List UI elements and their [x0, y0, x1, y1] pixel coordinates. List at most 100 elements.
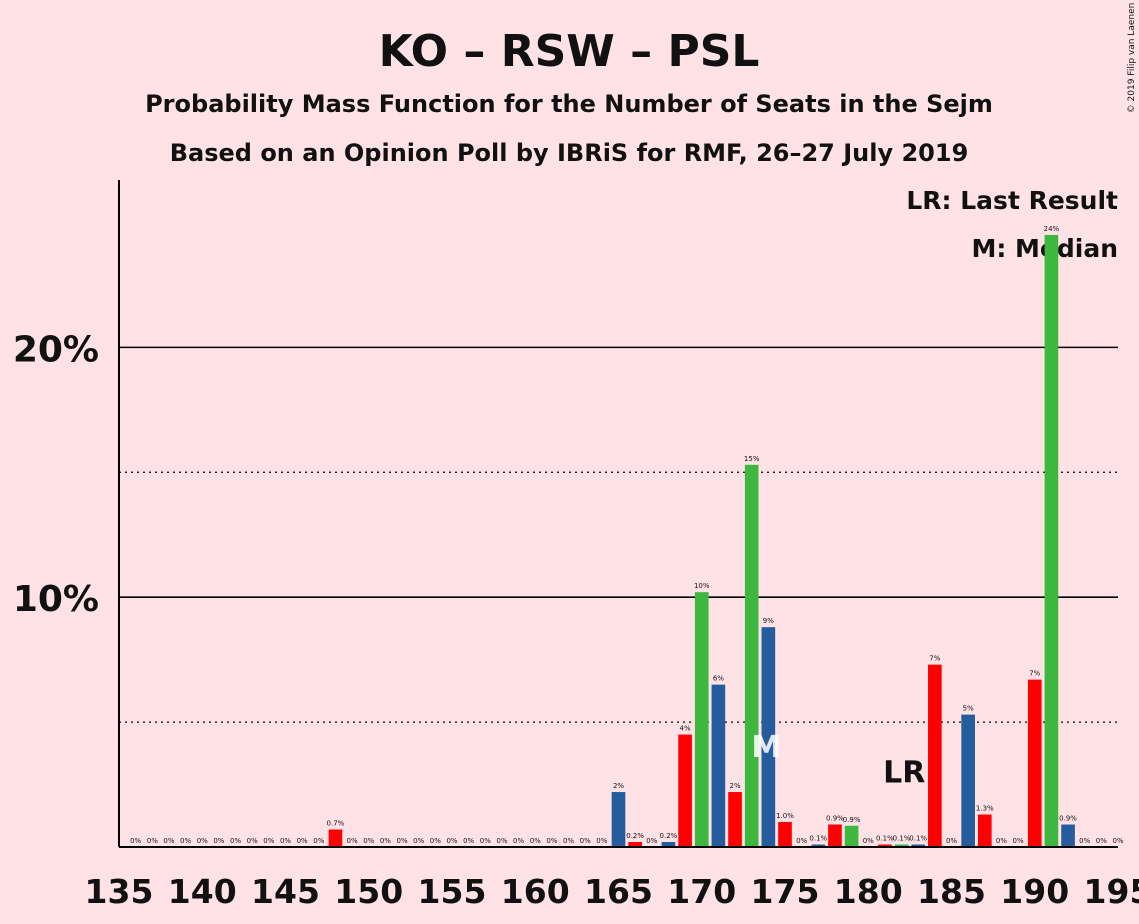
bar: [911, 844, 926, 847]
bar-value-label: 0%: [863, 837, 874, 845]
bar: [661, 842, 676, 847]
bar-value-label: 0.2%: [626, 832, 644, 840]
bar: [711, 684, 726, 847]
bar: [961, 714, 975, 847]
bar-value-label: 0%: [396, 837, 407, 845]
bar-value-label: 0%: [180, 837, 191, 845]
x-tick-label: 140: [168, 872, 237, 911]
bar-value-label: 0.1%: [876, 835, 894, 843]
bars: [328, 234, 1075, 847]
bar-value-label: 0.7%: [327, 820, 345, 828]
bar-value-label: 0%: [563, 837, 574, 845]
bar: [761, 627, 776, 847]
marker-lr: LR: [883, 756, 925, 791]
bar-value-label: 0%: [263, 837, 274, 845]
bar: [1044, 234, 1059, 847]
bar-value-label: 0%: [496, 837, 507, 845]
x-tick-label: 165: [584, 872, 653, 911]
bar-value-label: 10%: [694, 582, 710, 590]
bar-value-label: 0%: [313, 837, 324, 845]
bar: [778, 822, 792, 847]
bar: [878, 844, 892, 847]
bar-value-label: 0%: [213, 837, 224, 845]
x-tick-label: 170: [667, 872, 736, 911]
bar-value-label: 9%: [763, 617, 774, 625]
bar-value-label: 0.1%: [909, 835, 927, 843]
bar-value-label: 0%: [796, 837, 807, 845]
bar-value-label: 0%: [147, 837, 158, 845]
bar: [611, 792, 626, 847]
x-tick-label: 195: [1084, 872, 1139, 911]
bar: [844, 825, 859, 847]
bar-value-label: 0%: [946, 837, 957, 845]
bar: [977, 814, 992, 847]
bar-value-label: 2%: [613, 782, 624, 790]
bar-value-label: 0.2%: [660, 832, 678, 840]
bar-value-label: 0%: [463, 837, 474, 845]
bar-value-label: 0%: [580, 837, 591, 845]
x-tick-label: 180: [834, 872, 903, 911]
bar: [828, 824, 842, 847]
bar: [328, 829, 343, 847]
bar-value-label: 0%: [1079, 837, 1090, 845]
bar-value-label: 0%: [380, 837, 391, 845]
bar-value-label: 5%: [963, 705, 974, 713]
bar-labels: 0% 0% 0% 0% 0% 0% 0% 0% 0% 0% 0% 0% 0.7% 0% 0% 0% 0% 0% 0%…: [130, 225, 1124, 845]
bar-value-label: 0%: [247, 837, 258, 845]
y-tick-label: 10%: [13, 579, 99, 620]
chart-subtitle: Probability Mass Function for the Number…: [145, 90, 993, 118]
bar-value-label: 0%: [546, 837, 557, 845]
x-tick-label: 160: [501, 872, 570, 911]
bar-value-label: 0%: [646, 837, 657, 845]
bar-value-label: 0%: [280, 837, 291, 845]
bar-value-label: 2%: [729, 782, 740, 790]
bar-value-label: 0%: [446, 837, 457, 845]
bar-value-label: 1.0%: [776, 812, 794, 820]
x-tick-label: 135: [85, 872, 154, 911]
bar-value-label: 6%: [713, 675, 724, 683]
bar-value-label: 0%: [530, 837, 541, 845]
bar: [811, 844, 826, 847]
bar-value-label: 7%: [1029, 670, 1040, 678]
bar-value-label: 0%: [430, 837, 441, 845]
x-tick-label: 185: [917, 872, 986, 911]
marker-m: M: [751, 730, 781, 765]
x-tick-label: 175: [751, 872, 820, 911]
x-tick-label: 150: [334, 872, 403, 911]
bar-value-label: 0.1%: [893, 835, 911, 843]
bar-value-label: 7%: [929, 655, 940, 663]
bar: [928, 664, 942, 847]
y-tick-label: 20%: [13, 329, 99, 370]
bar-value-label: 0.9%: [843, 816, 861, 824]
chart-subtitle-2: Based on an Opinion Poll by IBRiS for RM…: [170, 139, 969, 167]
axes: 135 140 145 150 155 160 165 170 175 180 185 190 195: [85, 180, 1139, 911]
bar-value-label: 15%: [744, 455, 760, 463]
bar-value-label: 0%: [1096, 837, 1107, 845]
bar-value-label: 0%: [413, 837, 424, 845]
bar-value-label: 0%: [347, 837, 358, 845]
bar-value-label: 0%: [197, 837, 208, 845]
bar: [894, 844, 909, 847]
markers: LR M: [751, 730, 925, 790]
bar-value-label: 0.9%: [826, 815, 844, 823]
legend-last-result: LR: Last Result: [906, 186, 1118, 215]
bar-value-label: 0%: [480, 837, 491, 845]
bar: [678, 734, 692, 847]
bar: [694, 592, 709, 847]
bar-value-label: 0%: [130, 837, 141, 845]
bar-value-label: 0%: [230, 837, 241, 845]
chart-title: KO – RSW – PSL: [379, 26, 760, 77]
bar: [728, 792, 742, 847]
bar-value-label: 0%: [1013, 837, 1024, 845]
bar-value-label: 0%: [596, 837, 607, 845]
bar: [1061, 824, 1075, 847]
bar-value-label: 24%: [1044, 225, 1060, 233]
x-tick-label: 155: [418, 872, 487, 911]
bar-value-label: 0.9%: [1059, 815, 1077, 823]
bar-value-label: 0.1%: [809, 835, 827, 843]
gridlines: 10% 20%: [13, 329, 1118, 723]
bar-value-label: 1.3%: [976, 805, 994, 813]
bar: [744, 464, 759, 847]
bar-value-label: 0%: [297, 837, 308, 845]
